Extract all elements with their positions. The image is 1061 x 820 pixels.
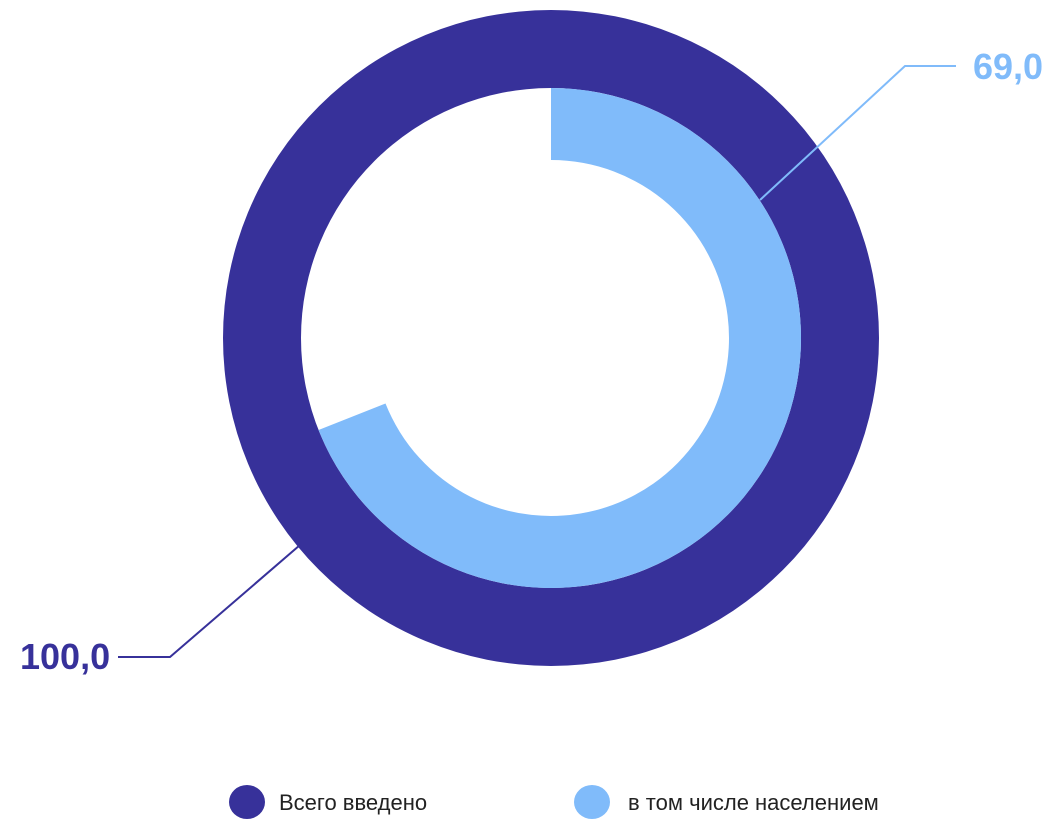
data-labels: 100,0 69,0 — [20, 46, 1043, 677]
legend: Всего введено в том числе населением — [229, 785, 879, 819]
callout-line-inner — [759, 65, 956, 201]
data-label-outer: 100,0 — [20, 636, 110, 677]
data-label-inner: 69,0 — [973, 46, 1043, 87]
ring-inner-arc — [318, 88, 801, 588]
legend-swatch-inner — [574, 785, 610, 819]
legend-swatch-outer — [229, 785, 265, 819]
callout-line-outer — [118, 544, 301, 658]
legend-label-inner: в том числе населением — [628, 790, 879, 815]
chart-rings — [223, 10, 879, 666]
legend-label-outer: Всего введено — [279, 790, 427, 815]
